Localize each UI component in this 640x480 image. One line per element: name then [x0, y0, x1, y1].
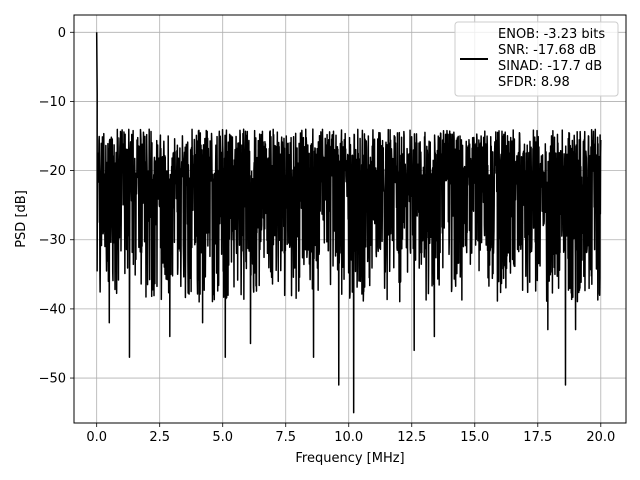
x-tick-label: 12.5 [397, 430, 426, 445]
plot-frame [73, 14, 627, 424]
y-tick-label: −40 [39, 302, 66, 317]
x-tick-label: 0.0 [86, 430, 107, 445]
psd-line [95, 32, 602, 414]
y-tick-label: −10 [39, 95, 66, 110]
legend-enob: ENOB: -3.23 bits [498, 27, 605, 42]
y-tick-label: −50 [39, 372, 66, 387]
y-tick-label: 0 [58, 26, 66, 41]
psd-series [95, 32, 602, 414]
legend-snr: SNR: -17.68 dB [498, 43, 596, 58]
x-tick-label: 7.5 [275, 430, 296, 445]
legend-box [454, 21, 619, 97]
y-axis-label: PSD [dB] [14, 190, 29, 248]
legend-sfdr: SFDR: 8.98 [498, 75, 570, 90]
legend-sinad: SINAD: -17.7 dB [498, 59, 602, 74]
axis-ticks: 0.0 2.5 5.0 7.5 10.0 12.5 15.0 17.5 20.0 0 −10 −20 −… [39, 26, 616, 445]
x-tick-label: 5.0 [212, 430, 233, 445]
x-tick-label: 10.0 [334, 430, 363, 445]
x-tick-label: 2.5 [149, 430, 170, 445]
x-tick-label: 20.0 [586, 430, 615, 445]
x-tick-label: 17.5 [523, 430, 552, 445]
y-tick-label: −20 [39, 164, 66, 179]
x-tick-label: 15.0 [460, 430, 489, 445]
y-tick-label: −30 [39, 233, 66, 248]
legend: ENOB: -3.23 bits SNR: -17.68 dB SINAD: -… [454, 21, 619, 97]
x-axis-label: Frequency [MHz] [295, 451, 404, 466]
